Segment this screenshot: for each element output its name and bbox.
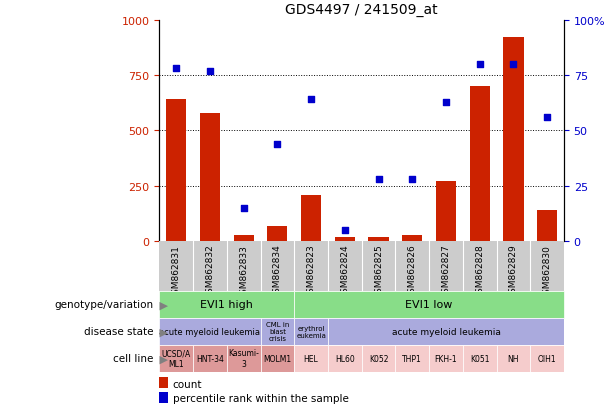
Bar (166, 100, 186, 242)
Bar (328, 318, 564, 345)
Bar (503, 38, 524, 242)
Text: FKH-1: FKH-1 (435, 354, 457, 363)
Text: ▶: ▶ (156, 353, 169, 363)
Bar (301, 195, 321, 242)
Bar (159, 392, 168, 403)
Point (374, 176, 384, 183)
Bar (294, 318, 328, 345)
Text: CML in
blast
crisis: CML in blast crisis (265, 321, 289, 342)
Bar (294, 291, 564, 318)
Text: HL60: HL60 (335, 354, 355, 363)
Point (408, 176, 417, 183)
Bar (159, 318, 261, 345)
Bar (362, 345, 395, 372)
Text: erythrol
eukemia: erythrol eukemia (296, 325, 326, 338)
Bar (328, 345, 362, 372)
Point (475, 62, 485, 68)
Text: HEL: HEL (303, 354, 319, 363)
Bar (294, 345, 328, 372)
Point (340, 227, 349, 234)
Bar (227, 345, 261, 372)
Title: GDS4497 / 241509_at: GDS4497 / 241509_at (286, 3, 438, 17)
Text: GSM862830: GSM862830 (543, 244, 552, 299)
Bar (335, 237, 355, 242)
Text: EVI1 low: EVI1 low (405, 299, 453, 310)
Bar (267, 226, 287, 242)
Text: GSM862831: GSM862831 (172, 244, 181, 299)
Text: GSM862823: GSM862823 (306, 244, 316, 299)
Point (306, 97, 316, 104)
Text: MOLM1: MOLM1 (264, 354, 291, 363)
Text: EVI1 high: EVI1 high (200, 299, 253, 310)
Bar (436, 182, 456, 242)
Point (273, 141, 283, 148)
Text: disease state: disease state (84, 326, 153, 337)
Text: acute myeloid leukemia: acute myeloid leukemia (159, 327, 261, 336)
Text: genotype/variation: genotype/variation (54, 299, 153, 310)
Bar (234, 235, 254, 242)
Bar (429, 345, 463, 372)
Bar (261, 345, 294, 372)
Point (172, 66, 181, 73)
Text: ▶: ▶ (156, 326, 169, 337)
Text: GSM862826: GSM862826 (408, 244, 417, 299)
Text: GSM862829: GSM862829 (509, 244, 518, 299)
Point (205, 68, 215, 75)
Bar (470, 87, 490, 242)
Text: percentile rank within the sample: percentile rank within the sample (173, 394, 349, 404)
Text: THP1: THP1 (402, 354, 422, 363)
Bar (537, 211, 557, 242)
Point (509, 62, 519, 68)
Point (542, 114, 552, 121)
Bar (395, 345, 429, 372)
Bar (200, 114, 220, 242)
Text: GSM862833: GSM862833 (239, 244, 248, 299)
Text: HNT-34: HNT-34 (196, 354, 224, 363)
Bar (368, 237, 389, 242)
Text: UCSD/A
ML1: UCSD/A ML1 (162, 349, 191, 368)
Bar (159, 345, 193, 372)
Bar (497, 345, 530, 372)
Text: count: count (173, 379, 202, 389)
Text: cell line: cell line (113, 353, 153, 363)
Text: GSM862827: GSM862827 (441, 244, 451, 299)
Bar (193, 345, 227, 372)
Text: acute myeloid leukemia: acute myeloid leukemia (392, 327, 500, 336)
Bar (402, 235, 422, 242)
Point (441, 99, 451, 106)
Text: GSM862834: GSM862834 (273, 244, 282, 299)
Text: OIH1: OIH1 (538, 354, 557, 363)
Point (239, 205, 249, 212)
Text: K052: K052 (369, 354, 388, 363)
Text: GSM862825: GSM862825 (374, 244, 383, 299)
Text: K051: K051 (470, 354, 489, 363)
Text: ▶: ▶ (156, 299, 169, 310)
Text: GSM862824: GSM862824 (340, 244, 349, 299)
Text: GSM862832: GSM862832 (205, 244, 215, 299)
Bar (463, 345, 497, 372)
Bar (159, 377, 168, 388)
Text: Kasumi-
3: Kasumi- 3 (228, 349, 259, 368)
Bar (530, 345, 564, 372)
Bar (261, 318, 294, 345)
Text: NH: NH (508, 354, 519, 363)
Text: GSM862828: GSM862828 (475, 244, 484, 299)
Bar (159, 291, 294, 318)
